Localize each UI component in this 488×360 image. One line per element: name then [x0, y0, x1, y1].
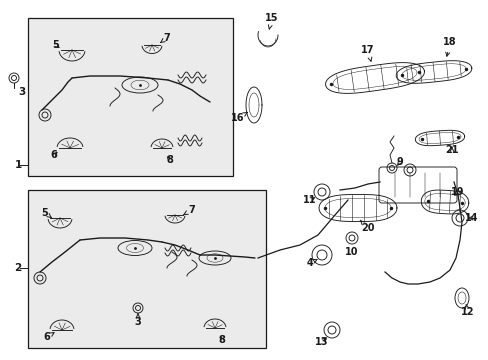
- Text: 9: 9: [396, 157, 403, 167]
- Text: 5: 5: [53, 40, 59, 50]
- Text: 8: 8: [218, 335, 225, 345]
- Text: 2: 2: [14, 263, 21, 273]
- Text: 18: 18: [442, 37, 456, 56]
- Text: 7: 7: [161, 33, 170, 43]
- Text: 10: 10: [345, 247, 358, 257]
- Text: 13: 13: [315, 337, 328, 347]
- Text: 1: 1: [14, 160, 21, 170]
- Text: 20: 20: [360, 220, 374, 233]
- Text: 19: 19: [450, 187, 464, 197]
- Text: 21: 21: [445, 145, 458, 155]
- Text: 17: 17: [361, 45, 374, 61]
- Text: 7: 7: [183, 205, 195, 215]
- Text: 6: 6: [51, 150, 57, 160]
- Text: 8: 8: [166, 155, 173, 165]
- Bar: [28, 18, 232, 176]
- Text: 3: 3: [134, 314, 141, 327]
- Text: 14: 14: [464, 213, 478, 223]
- Text: 3: 3: [19, 87, 25, 97]
- Text: 16: 16: [231, 112, 247, 123]
- Text: 4: 4: [306, 258, 316, 268]
- Text: 6: 6: [43, 332, 54, 342]
- Text: 11: 11: [303, 195, 316, 205]
- Text: 5: 5: [41, 208, 51, 218]
- Text: 15: 15: [264, 13, 278, 29]
- Text: 12: 12: [460, 304, 474, 317]
- Bar: [28, 190, 265, 348]
